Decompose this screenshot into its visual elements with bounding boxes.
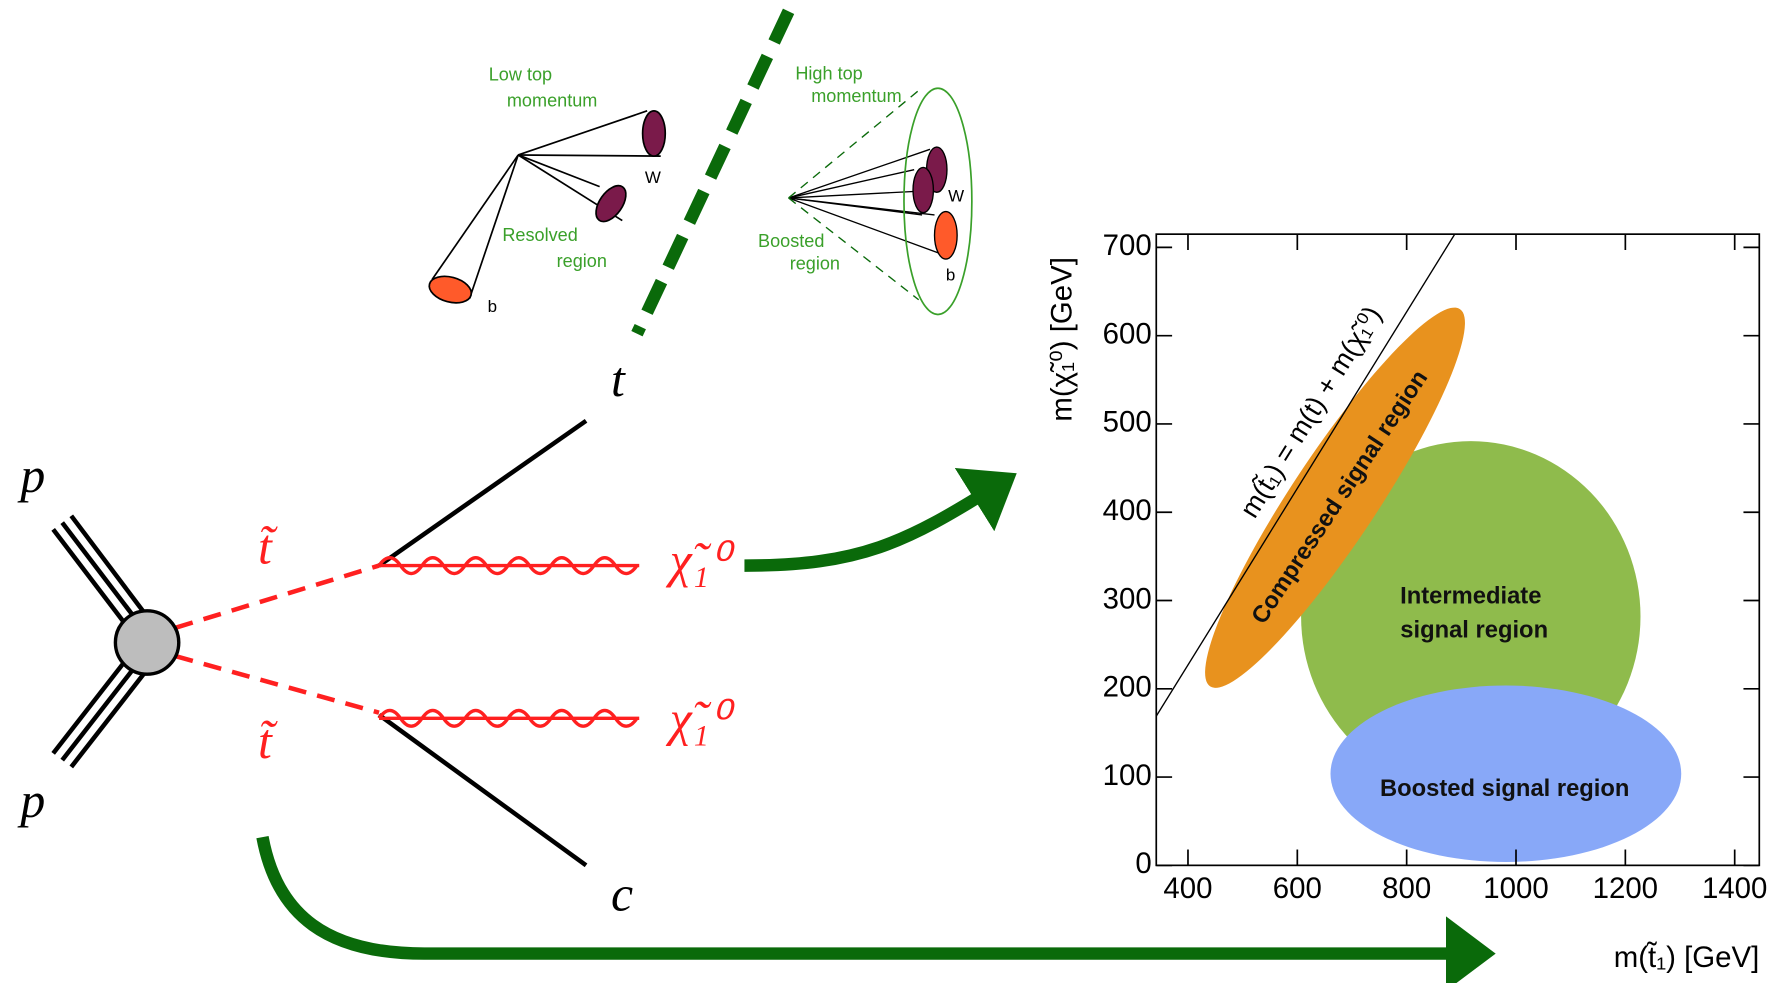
neutralino-label: χ̃₁⁰ <box>666 691 736 746</box>
inset-caption: momentum <box>507 91 598 111</box>
x-tick-label: 600 <box>1273 872 1322 905</box>
proton-label: p <box>17 773 45 828</box>
y-tick-label: 300 <box>1103 582 1152 615</box>
inset-caption: High top <box>795 63 862 83</box>
y-tick-label: 600 <box>1103 317 1152 350</box>
y-tick-label: 100 <box>1103 759 1152 792</box>
inset-caption: momentum <box>811 86 902 106</box>
w-label: W <box>948 186 964 205</box>
resolved-inset <box>426 111 665 307</box>
w-label: W <box>645 168 661 187</box>
b-label: b <box>946 265 955 284</box>
stop-label: t̃ <box>258 714 278 769</box>
inset-label: region <box>790 253 840 273</box>
y-tick-label: 700 <box>1103 229 1152 262</box>
y-tick-label: 400 <box>1103 494 1152 527</box>
inset-label: Boosted <box>758 231 824 251</box>
x-tick-label: 400 <box>1163 872 1212 905</box>
x-tick-label: 1400 <box>1702 872 1767 905</box>
signal-region <box>1331 685 1682 861</box>
x-axis-label: m(t̃₁) [GeV] <box>1614 941 1760 974</box>
inset-caption: Low top <box>489 65 552 85</box>
y-axis-label: m(χ̃₁⁰) [GeV] <box>1045 257 1078 422</box>
x-tick-label: 1200 <box>1593 872 1658 905</box>
figure: p p t̃ t̃ χ̃₁⁰ χ̃₁⁰ t c Low top momentum… <box>0 0 1774 983</box>
region-label: Intermediate <box>1400 583 1541 610</box>
y-tick-label: 500 <box>1103 406 1152 439</box>
x-tick-label: 1000 <box>1483 872 1548 905</box>
region-label: Boosted signal region <box>1380 775 1629 802</box>
b-label: b <box>488 297 497 316</box>
y-tick-label: 0 <box>1135 847 1151 880</box>
stop-label: t̃ <box>258 519 278 574</box>
feynman-diagram <box>53 421 639 866</box>
top-label: t <box>611 352 626 407</box>
page: {"feynman":{"incoming":["p","p"],"stops"… <box>0 0 1774 983</box>
proton-label: p <box>17 448 45 503</box>
neutralino-label: χ̃₁⁰ <box>666 533 736 588</box>
charm-label: c <box>611 867 633 922</box>
x-tick-label: 800 <box>1382 872 1431 905</box>
inset-label: region <box>557 251 607 271</box>
y-tick-label: 200 <box>1103 671 1152 704</box>
region-chart: Intermediate signal region Boosted signal … <box>1045 229 1767 974</box>
inset-label: Resolved <box>502 225 577 245</box>
boosted-inset <box>789 88 972 314</box>
region-label: signal region <box>1400 616 1548 643</box>
